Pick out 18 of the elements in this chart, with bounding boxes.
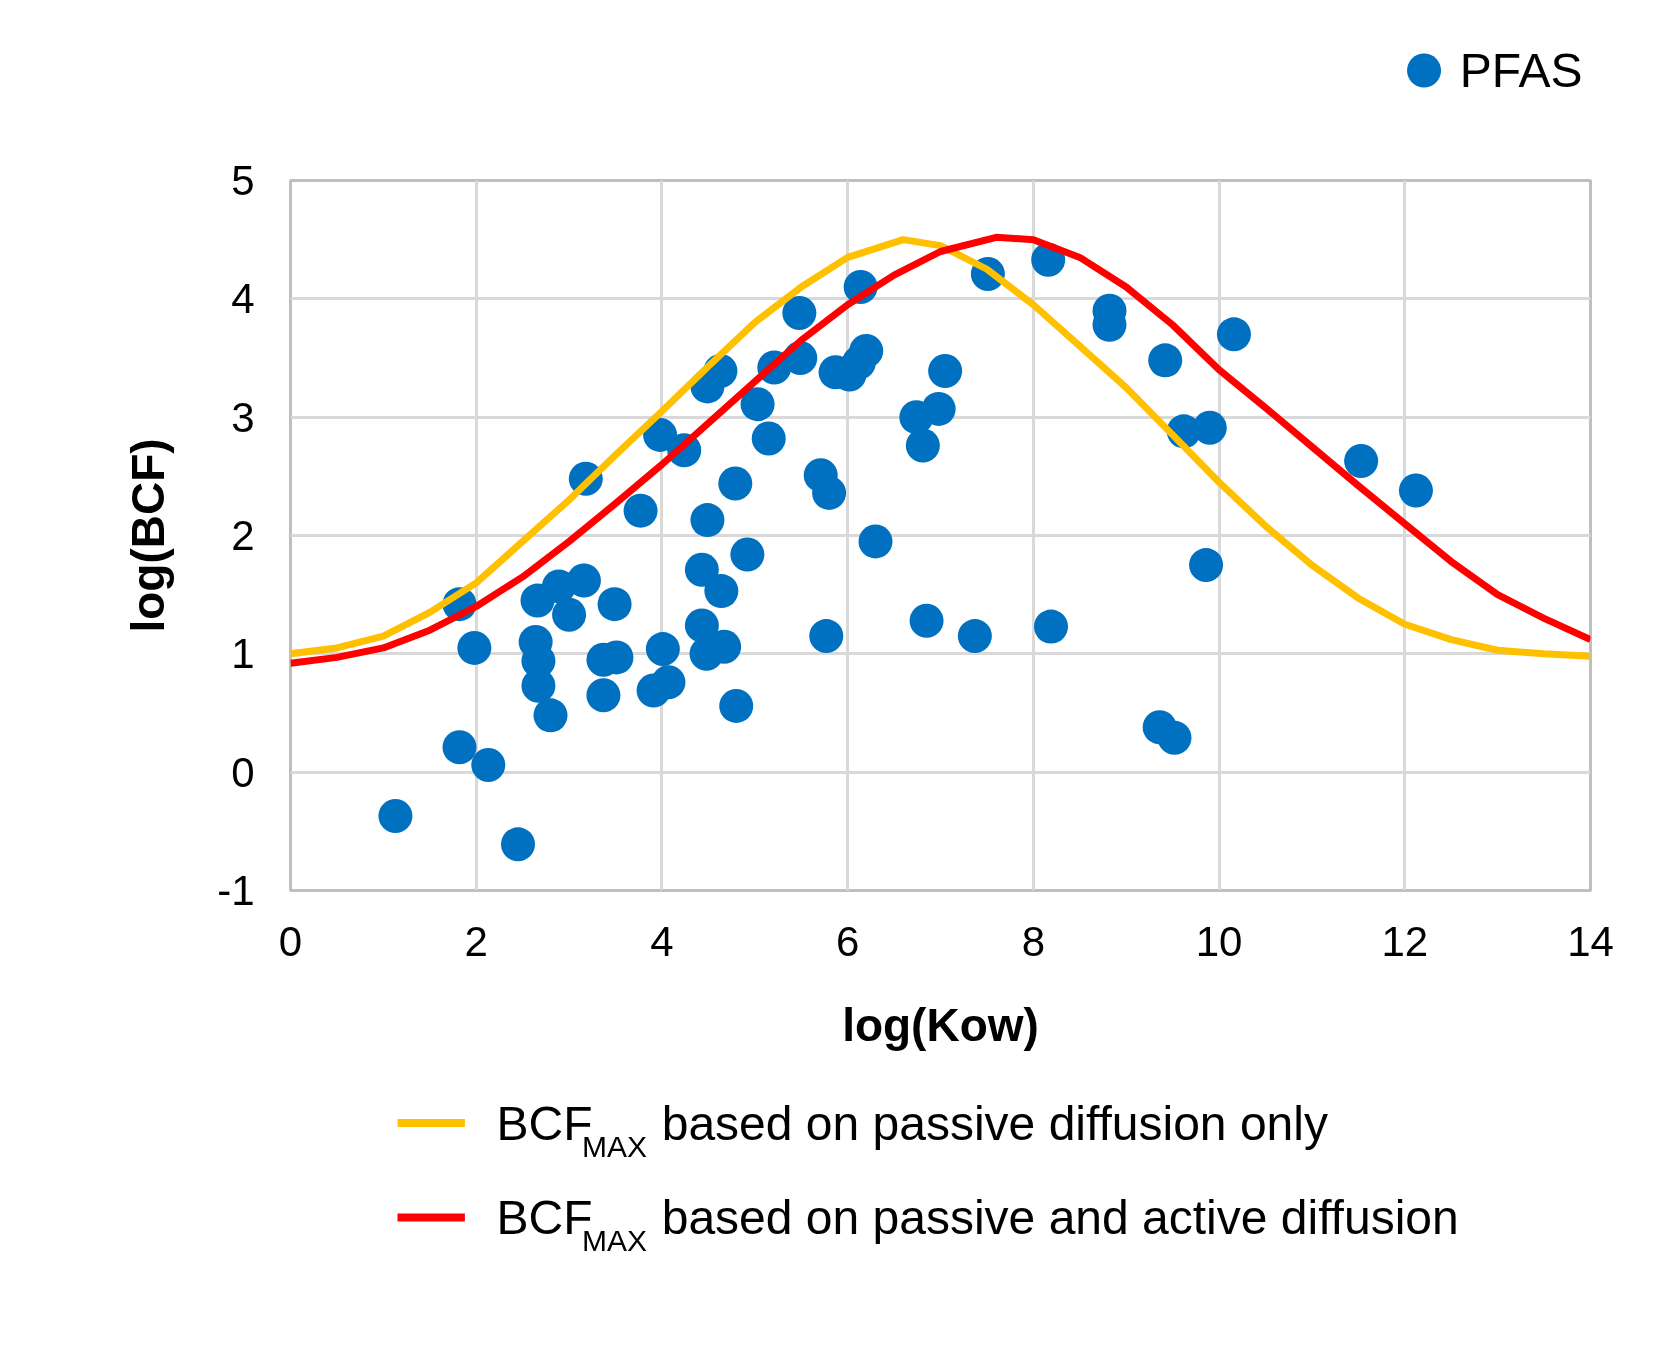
x-tick-label: 12 xyxy=(1381,917,1429,965)
x-tick-label: 0 xyxy=(278,917,303,965)
x-tick-label: 14 xyxy=(1567,917,1614,965)
y-tick-label: 1 xyxy=(231,630,255,678)
x-tick-label: 6 xyxy=(835,917,860,965)
x-axis-title: log(Kow) xyxy=(842,998,1039,1051)
x-tick-label: 2 xyxy=(464,917,488,965)
y-tick-label: -1 xyxy=(217,867,255,914)
x-tick-label: 4 xyxy=(650,917,674,965)
legend-label: PFAS xyxy=(1459,44,1583,97)
y-tick-label: 3 xyxy=(231,393,255,441)
y-tick-label: 2 xyxy=(231,512,255,559)
x-tick-label: 10 xyxy=(1195,917,1243,965)
y-axis-title: log(BCF) xyxy=(122,438,175,633)
x-tick-label: 8 xyxy=(1021,917,1046,965)
y-tick-label: 0 xyxy=(231,748,255,796)
y-tick-label: 5 xyxy=(231,157,255,204)
y-tick-label: 4 xyxy=(231,275,255,323)
